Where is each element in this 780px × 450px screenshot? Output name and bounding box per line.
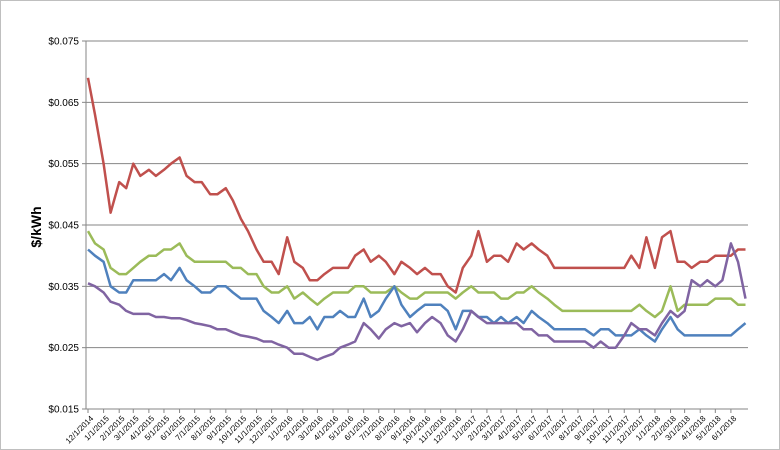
- series-line-2: [86, 230, 746, 319]
- y-axis-label: $/kWh: [28, 206, 44, 247]
- y-tick-label: $0.045: [48, 221, 79, 232]
- x-axis-ticks: 12/1/20141/1/20152/1/20153/1/20154/1/201…: [64, 409, 739, 446]
- y-tick-label: $0.075: [48, 37, 79, 48]
- grid: [86, 40, 748, 410]
- series-line-3: [87, 248, 747, 343]
- y-axis-ticks: $0.015 $0.025 $0.035 $0.045 $0.055 $0.065 $0.0…: [48, 37, 86, 416]
- y-tick-label: $0.065: [48, 98, 79, 109]
- y-tick-label: $0.025: [48, 343, 79, 354]
- series-lines: [86, 77, 747, 362]
- y-tick-label: $0.035: [48, 282, 79, 293]
- series-line-4: [87, 242, 747, 362]
- y-tick-label: $0.015: [48, 405, 79, 416]
- y-tick-label: $0.055: [48, 159, 79, 170]
- series-line-1: [86, 77, 746, 294]
